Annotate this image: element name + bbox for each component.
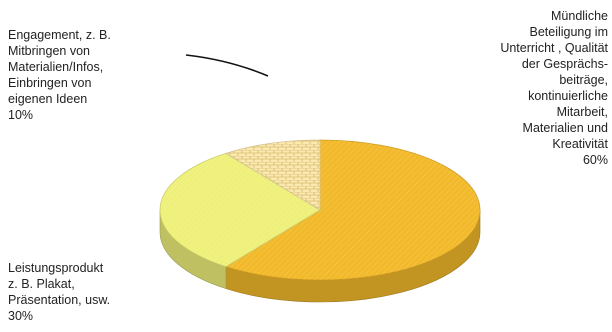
slice-label-engagement: Engagement, z. B. Mitbringen von Materia…	[8, 28, 111, 122]
pie-slice-texture-2	[225, 140, 320, 210]
pie-slice-texture-1	[160, 153, 320, 267]
pie-slice-texture-0	[225, 140, 480, 280]
slice-label-leistungsprodukt: Leistungsprodukt z. B. Plakat, Präsentat…	[8, 261, 111, 323]
leader-line-engagement	[185, 54, 269, 77]
slice-label-muendliche-beteiligung: Mündliche Beteiligung im Unterricht , Qu…	[500, 9, 608, 167]
